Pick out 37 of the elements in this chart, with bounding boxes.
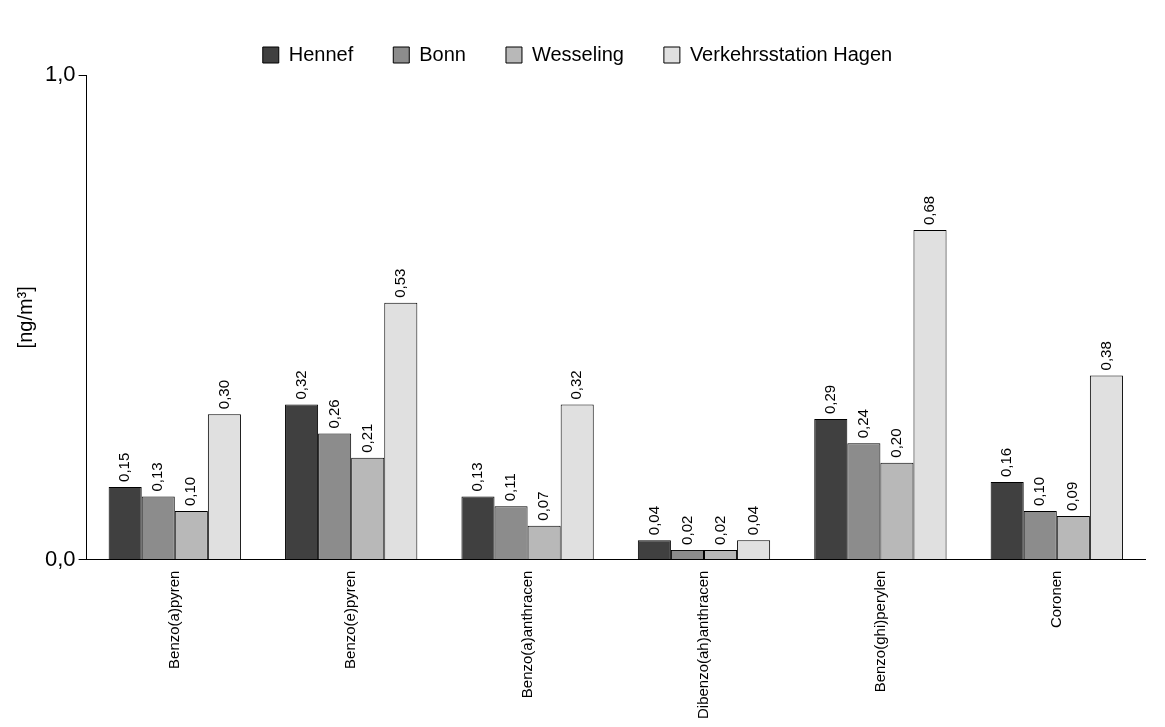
legend-label: Wesseling bbox=[531, 42, 624, 65]
data-label: 0,24 bbox=[854, 409, 871, 439]
data-label: 0,26 bbox=[324, 399, 342, 429]
data-label: 0,16 bbox=[997, 447, 1015, 478]
x-tick-label: Benzo(a)anthracen bbox=[517, 570, 535, 699]
data-label: 0,13 bbox=[468, 462, 486, 492]
data-label: 0,53 bbox=[390, 268, 408, 298]
y-axis-title: [ng/m³] bbox=[13, 286, 36, 349]
x-tick-label: Coronen bbox=[1046, 570, 1064, 629]
y-tick-label: 1,0 bbox=[44, 61, 76, 87]
data-label: 0,13 bbox=[148, 462, 166, 492]
data-label: 0,32 bbox=[567, 370, 585, 400]
data-label: 0,04 bbox=[644, 505, 662, 536]
legend-label: Bonn bbox=[419, 42, 466, 65]
x-tick-label: Benzo(e)pyren bbox=[341, 570, 359, 669]
data-label: 0,30 bbox=[214, 380, 232, 410]
x-tick-label: Benzo(ghi)perylen bbox=[870, 570, 888, 693]
data-label: 0,68 bbox=[920, 195, 938, 226]
legend-label: Hennef bbox=[288, 42, 354, 65]
y-tick-label: 0,0 bbox=[44, 545, 76, 571]
data-label: 0,07 bbox=[534, 491, 552, 521]
legend-label: Verkehrsstation Hagen bbox=[689, 42, 893, 65]
x-tick-label: Benzo(a)pyren bbox=[164, 570, 182, 669]
data-label: 0,38 bbox=[1096, 341, 1114, 371]
data-label: 0,09 bbox=[1063, 481, 1081, 511]
data-label: 0,21 bbox=[357, 423, 375, 453]
data-label: 0,02 bbox=[677, 515, 695, 545]
data-label: 0,10 bbox=[1030, 476, 1048, 507]
data-label: 0,10 bbox=[181, 476, 199, 507]
data-label: 0,20 bbox=[887, 428, 905, 458]
data-label: 0,11 bbox=[501, 473, 519, 502]
x-tick-label: Dibenzo(ah)anthracen bbox=[694, 570, 712, 720]
data-label: 0,04 bbox=[743, 505, 761, 536]
data-label: 0,29 bbox=[820, 384, 838, 415]
data-label: 0,15 bbox=[115, 452, 133, 482]
data-label: 0,02 bbox=[710, 515, 728, 545]
data-label: 0,32 bbox=[291, 370, 309, 400]
